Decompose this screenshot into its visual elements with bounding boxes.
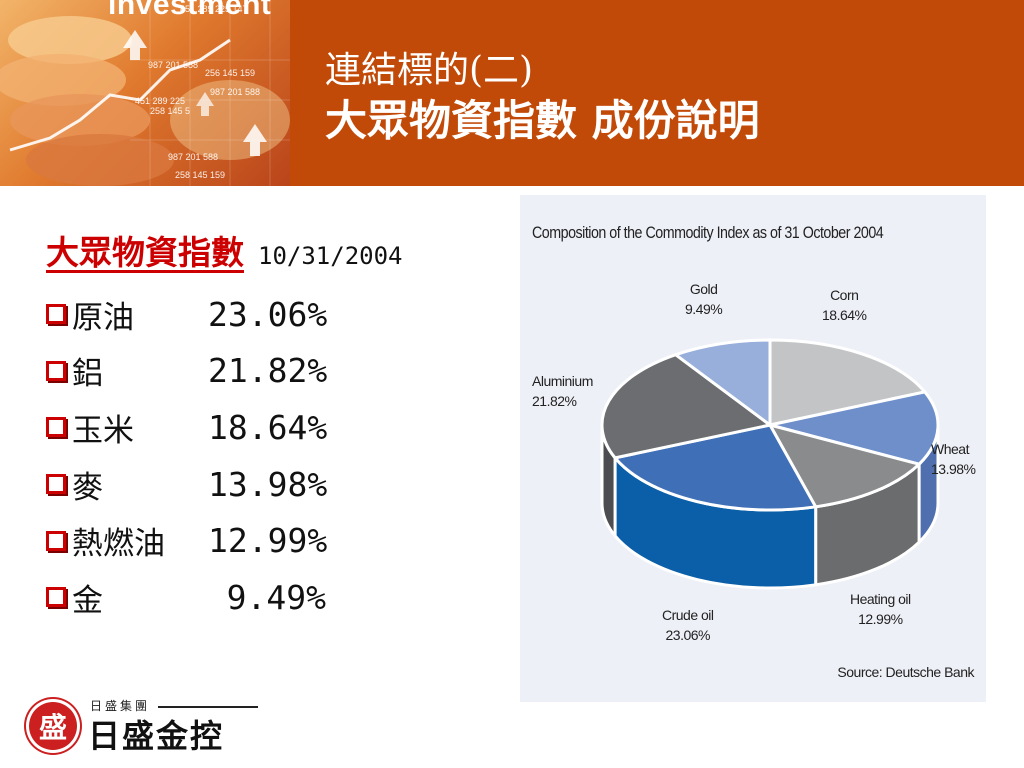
logo-seal-icon: 盛: [26, 699, 80, 753]
company-logo: 盛 日盛集團 日盛金控: [26, 697, 258, 757]
slice-label-name: Aluminium: [532, 373, 593, 389]
item-value: 13.98%: [208, 464, 328, 504]
item-value: 21.82%: [208, 351, 328, 391]
slice-label-gold: Gold 9.49%: [685, 279, 723, 319]
logo-divider: [158, 706, 258, 708]
logo-group-name: 日盛集團: [90, 699, 151, 713]
index-heading: 大眾物資指數 10/31/2004: [46, 226, 403, 274]
banner-number-text: 987 201 588: [210, 87, 260, 97]
slice-label-value: 9.49%: [685, 301, 723, 317]
checkbox-bullet-icon: [46, 417, 66, 438]
chart-source: Source: Deutsche Bank: [837, 664, 974, 680]
item-name: 熱燃油: [72, 526, 165, 563]
slide-title: 連結標的(二) 大眾物資指數 成份說明: [325, 48, 760, 148]
pie-slice-gold: [672, 338, 772, 428]
pie-slice-wheat: [769, 390, 940, 466]
index-title: 大眾物資指數: [46, 233, 244, 272]
list-item-crude-oil: 原油 23.06%: [46, 286, 328, 343]
pie-slice-heating-oil: [766, 422, 923, 509]
slice-label-value: 21.82%: [532, 393, 577, 409]
banner-number-text: 987 201 588: [148, 60, 198, 70]
slice-label-name: Corn: [830, 287, 859, 303]
item-value: 18.64%: [208, 407, 328, 447]
list-item-aluminium: 鋁 21.82%: [46, 343, 328, 400]
slice-label-value: 23.06%: [665, 627, 711, 643]
banner-number-text: 256 145 159: [205, 68, 255, 78]
banner-number-text: 258 145 159: [175, 170, 225, 180]
slice-label-crude-oil: Crude oil 23.06%: [662, 605, 714, 645]
chart-title: Composition of the Commodity Index as of…: [532, 223, 884, 242]
commodity-pie-chart: Composition of the Commodity Index as of…: [520, 195, 986, 702]
title-line-2: 大眾物資指數 成份說明: [325, 96, 760, 145]
list-item-heating-oil: 熱燃油 12.99%: [46, 512, 328, 569]
slice-label-corn: Corn 18.64%: [822, 285, 867, 325]
slice-label-name: Wheat: [931, 441, 969, 457]
slice-label-name: Heating oil: [850, 591, 911, 607]
checkbox-bullet-icon: [46, 474, 66, 495]
logo-company-name: 日盛金控: [88, 717, 225, 755]
item-value: 23.06%: [208, 294, 328, 334]
checkbox-bullet-icon: [46, 304, 66, 325]
pie-slice-crude-oil: [612, 423, 819, 512]
item-name: 金: [72, 582, 103, 619]
slice-label-name: Crude oil: [662, 607, 714, 623]
item-value: 12.99%: [208, 521, 328, 561]
banner-word: investment: [108, 0, 272, 21]
pie-slice-aluminium: [600, 352, 774, 460]
slice-label-value: 18.64%: [822, 307, 867, 323]
header-bar: 451 289 225 147 987 201 588 256 145 159 987…: [0, 0, 1024, 186]
checkbox-bullet-icon: [46, 530, 66, 551]
banner-number-text: 451 289 225: [135, 96, 185, 106]
banner-graphic: 451 289 225 147 987 201 588 256 145 159 987…: [0, 0, 290, 186]
pie-chart-svg: [600, 338, 940, 590]
component-list: 原油 23.06% 鋁 21.82% 玉米 18.64% 麥 13.98% 熱燃…: [46, 286, 328, 626]
pie-slice-corn: [768, 338, 928, 427]
checkbox-bullet-icon: [46, 360, 66, 381]
banner-number-text: 987 201 588: [168, 152, 218, 162]
slice-label-name: Gold: [689, 281, 718, 297]
slice-label-value: 13.98%: [931, 461, 976, 477]
list-item-corn: 玉米 18.64%: [46, 399, 328, 456]
item-name: 玉米: [72, 412, 134, 449]
slice-label-aluminium: Aluminium 21.82%: [532, 371, 593, 411]
item-name: 原油: [72, 299, 134, 336]
item-name: 麥: [72, 469, 103, 506]
banner-number-text: 451 289 225 147: [180, 4, 248, 14]
title-line-1: 連結標的(二): [325, 50, 534, 91]
list-item-gold: 金 9.49%: [46, 569, 326, 626]
list-item-wheat: 麥 13.98%: [46, 456, 328, 513]
banner-number-text: 258 145 5: [150, 106, 190, 116]
slice-label-value: 12.99%: [858, 611, 903, 627]
item-value: 9.49%: [226, 577, 326, 617]
checkbox-bullet-icon: [46, 587, 66, 608]
slice-label-wheat: Wheat 13.98%: [931, 439, 976, 479]
slice-label-heating-oil: Heating oil 12.99%: [850, 589, 911, 629]
investment-banner-image: 451 289 225 147 987 201 588 256 145 159 987…: [0, 0, 290, 186]
item-name: 鋁: [72, 356, 103, 393]
index-date: 10/31/2004: [258, 242, 403, 270]
